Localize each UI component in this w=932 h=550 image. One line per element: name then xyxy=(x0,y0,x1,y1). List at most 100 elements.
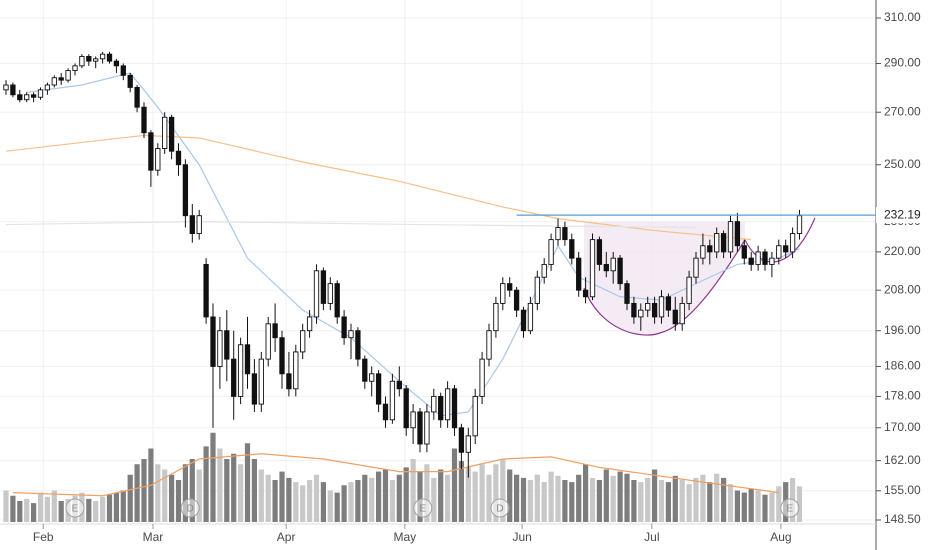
candle-body xyxy=(210,316,216,367)
y-tick-label: 196.00 xyxy=(884,323,921,337)
volume-bar xyxy=(286,477,292,522)
candle-body xyxy=(279,337,285,375)
candle-body xyxy=(451,388,458,429)
volume-bar xyxy=(486,474,492,522)
volume-bar xyxy=(776,486,782,522)
volume-bar xyxy=(465,467,471,522)
candle-body xyxy=(769,257,775,265)
volume-bar xyxy=(369,477,375,522)
volume-bar xyxy=(520,477,527,522)
candle-body xyxy=(141,106,147,134)
candle-body xyxy=(79,56,85,67)
candle-body xyxy=(486,330,492,360)
volume-bar xyxy=(603,469,609,522)
candle-body xyxy=(479,358,485,397)
event-label: E xyxy=(787,504,794,515)
candle-body xyxy=(327,283,333,304)
candle-body xyxy=(734,221,741,247)
volume-bar xyxy=(141,459,147,522)
volume-bar xyxy=(493,464,499,522)
candle-body xyxy=(658,296,665,318)
volume-bar xyxy=(686,484,692,522)
indicator-line xyxy=(12,453,779,497)
volume-bar xyxy=(507,469,513,522)
volume-bar xyxy=(562,480,568,522)
x-tick-label: May xyxy=(393,530,416,544)
y-tick-label: 186.00 xyxy=(884,359,921,373)
volume-bar xyxy=(334,492,340,522)
candle-body xyxy=(113,60,120,67)
candle-body xyxy=(693,257,699,278)
candle-body xyxy=(472,395,478,437)
volume-bar xyxy=(479,464,485,522)
candle-body xyxy=(603,263,609,272)
candle-body xyxy=(534,276,540,304)
candle-body xyxy=(679,302,685,325)
candle-body xyxy=(762,251,768,265)
candle-body xyxy=(10,84,16,96)
candle-body xyxy=(714,233,720,253)
volume-bar xyxy=(313,474,320,522)
candle-body xyxy=(541,263,547,278)
candle-body xyxy=(106,53,113,62)
volume-bar xyxy=(734,490,740,522)
volume-bar xyxy=(182,464,188,522)
volume-bar xyxy=(231,453,237,522)
volume-bar xyxy=(127,474,133,522)
volume-bar xyxy=(355,480,361,522)
y-tick-label: 148.50 xyxy=(884,512,921,526)
candle-body xyxy=(348,330,354,339)
candle-body xyxy=(727,221,734,253)
x-tick-label: Jun xyxy=(512,530,531,544)
volume-bar xyxy=(24,498,30,522)
volume-bar xyxy=(210,432,216,522)
candle-body xyxy=(231,358,237,397)
volume-bar xyxy=(624,473,630,522)
candle-body xyxy=(700,245,706,259)
candle-body xyxy=(24,94,30,101)
event-marker xyxy=(490,498,510,518)
cup-curve xyxy=(583,239,746,336)
candle-body xyxy=(796,215,803,235)
volume-bar xyxy=(155,464,161,522)
candle-body xyxy=(320,270,327,304)
volume-bar xyxy=(362,474,368,522)
candle-body xyxy=(596,239,603,265)
handle-curve xyxy=(744,217,816,263)
candle-body xyxy=(244,344,251,375)
y-tick-label: 162.00 xyxy=(884,453,921,467)
volume-bar xyxy=(569,482,575,522)
volume-bar xyxy=(438,469,444,522)
event-label: E xyxy=(72,504,79,515)
volume-bar xyxy=(652,469,658,522)
candle-body xyxy=(293,351,299,390)
candle-body xyxy=(93,58,99,62)
candle-body xyxy=(493,302,499,332)
volume-bar xyxy=(169,474,175,522)
candle-body xyxy=(175,150,182,166)
candle-body xyxy=(196,215,202,235)
volume-bar xyxy=(272,480,278,522)
volume-bar xyxy=(583,464,589,522)
volume-bar xyxy=(293,482,299,522)
candle-body xyxy=(148,132,154,171)
candle-body xyxy=(362,358,368,382)
volume-bar xyxy=(417,471,423,522)
volume-bar xyxy=(244,443,251,522)
candle-body xyxy=(3,84,9,91)
candle-body xyxy=(465,435,471,453)
volume-bar xyxy=(389,480,395,522)
volume-bar xyxy=(458,461,464,522)
volume-bar xyxy=(672,475,678,522)
candle-body xyxy=(576,257,582,291)
candle-body xyxy=(431,395,437,413)
candle-body xyxy=(720,233,727,253)
volume-bar xyxy=(238,464,244,522)
candle-body xyxy=(37,89,44,98)
volume-bar xyxy=(203,446,209,522)
candle-body xyxy=(51,77,57,86)
candle-body xyxy=(217,330,223,367)
candle-body xyxy=(755,251,761,265)
candle-body xyxy=(286,373,292,390)
